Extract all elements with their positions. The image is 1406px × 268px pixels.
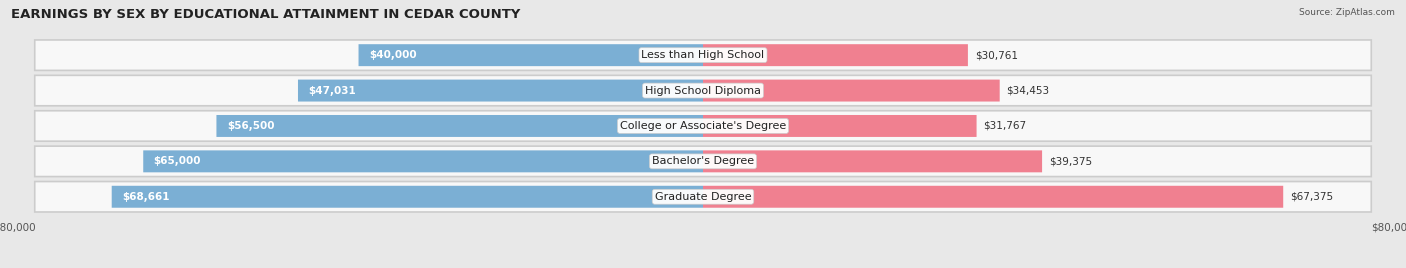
FancyBboxPatch shape bbox=[217, 115, 703, 137]
Text: Source: ZipAtlas.com: Source: ZipAtlas.com bbox=[1299, 8, 1395, 17]
Text: $30,761: $30,761 bbox=[974, 50, 1018, 60]
Text: Less than High School: Less than High School bbox=[641, 50, 765, 60]
Text: College or Associate's Degree: College or Associate's Degree bbox=[620, 121, 786, 131]
FancyBboxPatch shape bbox=[703, 80, 1000, 102]
FancyBboxPatch shape bbox=[703, 186, 1284, 208]
FancyBboxPatch shape bbox=[35, 40, 1371, 70]
Text: Bachelor's Degree: Bachelor's Degree bbox=[652, 156, 754, 166]
Text: $56,500: $56,500 bbox=[226, 121, 274, 131]
Text: $67,375: $67,375 bbox=[1291, 192, 1333, 202]
Text: Graduate Degree: Graduate Degree bbox=[655, 192, 751, 202]
Text: $47,031: $47,031 bbox=[308, 85, 356, 96]
FancyBboxPatch shape bbox=[359, 44, 703, 66]
FancyBboxPatch shape bbox=[703, 150, 1042, 172]
Text: $39,375: $39,375 bbox=[1049, 156, 1092, 166]
FancyBboxPatch shape bbox=[35, 146, 1371, 177]
Text: $31,767: $31,767 bbox=[983, 121, 1026, 131]
FancyBboxPatch shape bbox=[298, 80, 703, 102]
FancyBboxPatch shape bbox=[35, 75, 1371, 106]
Text: $65,000: $65,000 bbox=[153, 156, 201, 166]
Text: $40,000: $40,000 bbox=[368, 50, 416, 60]
FancyBboxPatch shape bbox=[143, 150, 703, 172]
FancyBboxPatch shape bbox=[35, 111, 1371, 141]
FancyBboxPatch shape bbox=[35, 181, 1371, 212]
FancyBboxPatch shape bbox=[111, 186, 703, 208]
FancyBboxPatch shape bbox=[703, 44, 967, 66]
FancyBboxPatch shape bbox=[703, 115, 977, 137]
Text: EARNINGS BY SEX BY EDUCATIONAL ATTAINMENT IN CEDAR COUNTY: EARNINGS BY SEX BY EDUCATIONAL ATTAINMEN… bbox=[11, 8, 520, 21]
Text: High School Diploma: High School Diploma bbox=[645, 85, 761, 96]
Text: $68,661: $68,661 bbox=[122, 192, 170, 202]
Text: $34,453: $34,453 bbox=[1007, 85, 1050, 96]
